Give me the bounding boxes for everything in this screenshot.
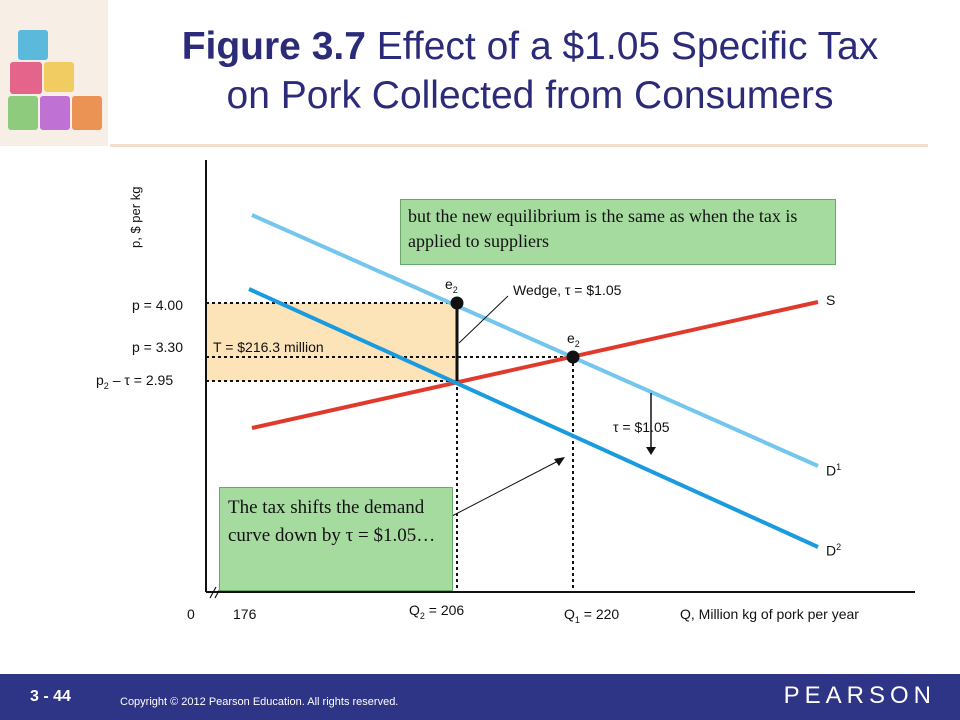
demand-curve-d2 — [248, 287, 819, 549]
wedge-label: Wedge, τ = $1.05 — [513, 282, 622, 298]
callout-equilibrium: but the new equilibrium is the same as w… — [400, 199, 836, 265]
x-break-tick-label: 176 — [233, 606, 257, 622]
title-figure-number: Figure 3.7 — [181, 25, 366, 68]
supply-curve — [251, 300, 819, 430]
callout-pointer-line — [451, 458, 563, 517]
equilibrium-point-mid — [566, 350, 580, 364]
tax-revenue-area — [206, 303, 457, 381]
title-line1: Effect of a $1.05 Specific Tax — [365, 25, 879, 68]
tau-arrow-head — [646, 447, 656, 455]
copyright-text: Copyright © 2012 Pearson Education. All … — [120, 696, 399, 708]
callout-pointer-head — [554, 457, 565, 466]
e2-mid-label: e2 — [567, 330, 580, 349]
y-axis-label: p, $ per kg — [128, 186, 143, 248]
price-label-eq: p = 3.30 — [132, 339, 183, 355]
supply-label: S — [826, 292, 836, 308]
title-line2: on Pork Collected from Consumers — [226, 74, 834, 117]
pearson-logo: PEARSON — [783, 682, 936, 709]
axis-break-mark-1 — [209, 586, 217, 599]
q2-label: Q2 = 206 — [409, 602, 465, 621]
q1-label: Q1 = 220 — [564, 606, 620, 625]
slide-title: Figure 3.7 Effect of a $1.05 Specific Ta… — [110, 22, 950, 120]
origin-label: 0 — [187, 606, 195, 622]
d1-label: D1 — [826, 462, 842, 479]
equilibrium-point-top — [450, 296, 464, 310]
wedge-pointer — [458, 295, 509, 344]
demand-curve-d1 — [251, 213, 819, 468]
price-label-high: p = 4.00 — [132, 297, 183, 313]
x-axis-label: Q, Million kg of pork per year — [680, 606, 859, 622]
price-label-low: p2 – τ = 2.95 — [96, 372, 174, 391]
title-divider — [110, 144, 928, 147]
e2-top-label: e2 — [445, 276, 458, 295]
tau-label: τ = $1.05 — [613, 419, 670, 435]
d2-label: D2 — [826, 542, 842, 559]
logo-image — [0, 0, 108, 146]
callout-tax-shift: The tax shifts the demand curve down by … — [219, 487, 453, 591]
tax-diagram — [205, 160, 915, 599]
slide-footer: 3 - 44 Copyright © 2012 Pearson Educatio… — [0, 674, 960, 720]
tax-revenue-label: T = $216.3 million — [213, 339, 324, 355]
page-number: 3 - 44 — [30, 688, 71, 705]
